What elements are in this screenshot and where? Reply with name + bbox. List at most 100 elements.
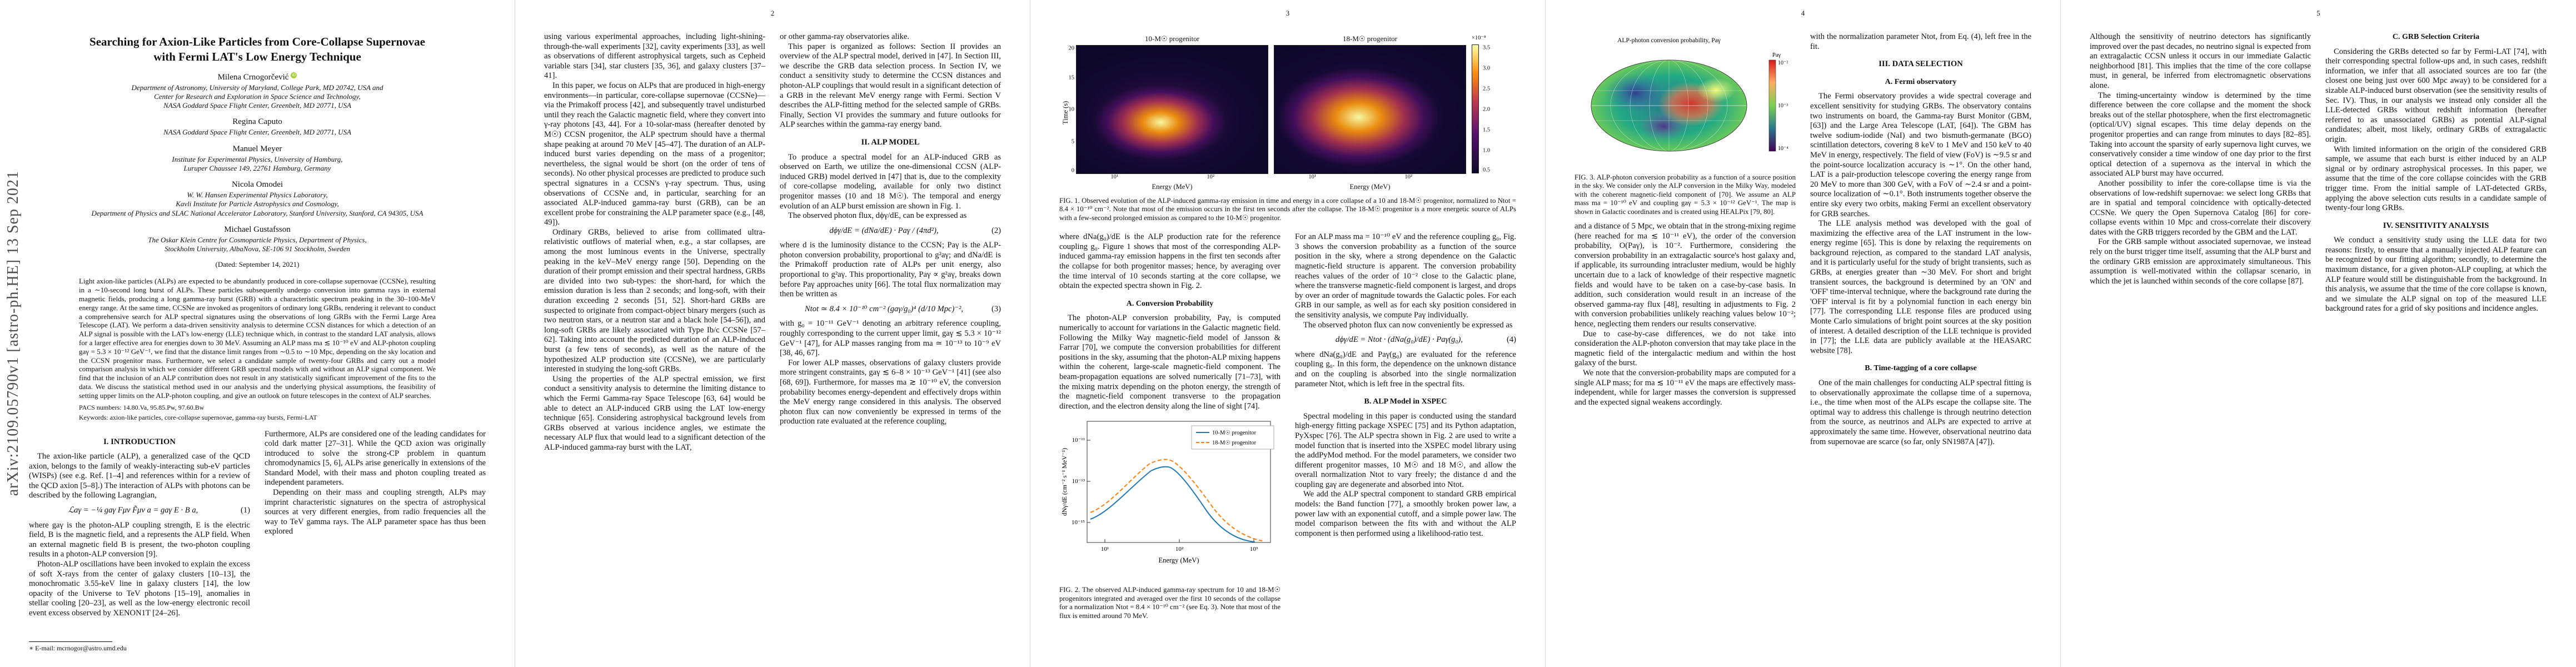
page-number: 5 [2316,9,2320,17]
figure-1-colorbar-exponent: ×10⁻⁸ [1472,35,1486,41]
paragraph: where dNa(g₀)/dE is the ALP production r… [1059,232,1280,291]
figure-2-legend-box [1191,425,1274,450]
figure-1-heatmap-10m: 20 15 10 5 0 [1069,45,1268,174]
equation-2-body: dϕγ/dE = (dNa/dE) · Paγ / (4πd²), [829,226,939,235]
section-heading-alp-model: II. ALP MODEL [861,137,920,147]
page-number: 4 [1801,9,1805,17]
affiliation-1: Department of Astronomy, University of M… [131,83,383,110]
page-number: 3 [1285,9,1290,17]
paragraph: The LLE analysis method was developed wi… [1810,219,2031,355]
author-block: Milena Crnogorčević iD Department of Astr… [29,72,486,254]
author-name-2: Regina Caputo [232,117,282,127]
paragraph: We add the ALP spectral component to sta… [1295,490,1516,538]
paragraph: To produce a spectral model for an ALP-i… [780,152,1001,211]
page1-column-left: I. INTRODUCTION The axion-like particle … [29,430,250,619]
paragraph: The observed photon flux, dϕγ/dE, can be… [788,211,967,221]
figure-1-xticks: 10¹ 10² [1308,174,1413,180]
author-name-1: Milena Crnogorčević iD [29,72,486,82]
footnote-email[interactable]: ∗ E-mail: mcrnogor@astro.umd.edu [29,641,250,653]
footnote-email-text[interactable]: ∗ E-mail: mcrnogor@astro.umd.edu [29,644,127,652]
figure-3-map-border [1591,59,1747,152]
paragraph: Ordinary GRBs, believed to arise from co… [544,227,765,374]
paragraph: Although the sensitivity of neutrino det… [2090,32,2311,90]
orcid-icon[interactable]: iD [291,72,297,78]
subsection-heading-grb-selection: C. GRB Selection Criteria [2392,33,2480,41]
affiliation-5: The Oskar Klein Centre for Cosmoparticle… [148,235,367,253]
page4-column-right: with the normalization parameter Ntot, f… [1810,32,2031,447]
paragraph: with g₀ = 10⁻¹¹ GeV⁻¹ denoting an arbitr… [780,319,1001,358]
page-5: 5 Although the sensitivity of neutrino d… [2061,0,2576,667]
equation-2-number: (2) [991,226,1001,235]
abstract: Light axion-like particles (ALPs) are ex… [79,277,436,400]
page-1: Searching for Axion-Like Particles from … [0,0,515,667]
svg-text:10²: 10² [1175,546,1184,552]
figure-2-legend-18m: 18-M☉ progenitor [1212,440,1257,446]
paragraph: With limited information on the origin o… [2325,145,2547,213]
figure-3-colorbar-label: Paγ [1772,52,1781,58]
paragraph: In this paper, we focus on ALPs that are… [544,81,765,227]
figure-1-xlabel: Energy (MeV) [1152,183,1193,191]
paragraph: The timing-uncertainty window is determi… [2090,91,2311,178]
svg-text:10⁻¹¹: 10⁻¹¹ [1072,437,1085,444]
figure-3-title: ALP-photon conversion probability, Paγ [1617,37,1721,44]
equation-1-body: ℒaγ = −¼ gaγ Fμν F̃μν a = gaγ E · B a, [68,506,198,515]
paragraph: Photon-ALP oscillations have been invoke… [29,560,250,618]
figure-1-panel-10m: 10-M☉ progenitor 20 15 10 5 0 10¹ 10² [1069,34,1268,191]
figure-1-colorbar-gradient [1472,44,1479,173]
equation-3-number: (3) [991,304,1001,313]
figure-3-caption: FIG. 3. ALP-photon conversion probabilit… [1575,173,1796,216]
figure-1: Time (s) 10-M☉ progenitor 20 15 10 5 0 1 [1059,34,1516,222]
author-name-4: Nicola Omodei [231,180,283,190]
svg-text:10³: 10³ [1250,546,1258,552]
equation-1-number: (1) [240,506,250,515]
subsection-heading-alp-model-xspec: B. ALP Model in XSPEC [1364,397,1447,406]
figure-2-caption: FIG. 2. The observed ALP-induced gamma-r… [1059,586,1280,620]
affiliation-3: Institute for Experimental Physics, Univ… [172,155,343,172]
page1-column-right: Furthermore, ALPs are considered one of … [265,430,486,619]
figure-1-xticks: 10¹ 10² [1110,174,1215,180]
figure-2-xlabel: Energy (MeV) [1158,556,1199,564]
paragraph: Due to case-by-case differences, we do n… [1575,329,1796,368]
figure-2: 10-M☉ progenitor 18-M☉ progenitor 10¹ 10… [1062,421,1274,564]
equation-1: ℒaγ = −¼ gaγ Fμν F̃μν a = gaγ E · B a, (… [29,506,250,516]
figure-3: ALP-photon conversion probability, Paγ [1591,37,1788,152]
author-name-3: Manuel Meyer [232,144,282,153]
equation-3: Ntot ≃ 8.4 × 10⁻¹⁰ cm⁻² (gaγ/g₀)⁴ (d/10 … [780,305,1001,315]
author-name-5: Michael Gustafsson [224,225,291,234]
paragraph: Depending on their mass and coupling str… [265,488,486,536]
paragraph: where dNa(g₀)/dE and Paγ(g₀) are evaluat… [1295,350,1516,389]
equation-4-body: dϕγ/dE = Ntot · (dNa(g₀)/dE) · Paγ(g₀), [1335,335,1463,345]
keywords-line: Keywords: axion-like particles, core-col… [79,413,317,421]
section-heading-sensitivity-analysis: IV. SENSITIVITY ANALYSIS [2383,221,2489,230]
figure-3-colorbar [1768,59,1776,152]
paragraph: For lower ALP masses, observations of ga… [780,358,1001,426]
paragraph: where gaγ is the photon-ALP coupling str… [29,520,250,559]
page3-column-right: For an ALP mass ma = 10⁻¹⁰ eV and the re… [1295,232,1516,626]
page2-column-left: using various experimental approaches, i… [544,32,765,453]
paragraph: or other gamma-ray observatories alike. [780,32,910,41]
figure-2-legend-10m: 10-M☉ progenitor [1212,430,1257,436]
figure-2-curve-10m [1090,466,1255,543]
figure-2-ylabel: dNγ/dE (cm⁻² s⁻¹ MeV⁻¹) [1062,448,1068,516]
affiliation-4: W. W. Hansen Experimental Physics Labora… [91,191,423,217]
svg-text:10⁻³: 10⁻³ [1778,103,1788,109]
footnote-rule [29,641,112,642]
paragraph: Another possibility to infer the core-co… [2090,178,2311,237]
svg-text:10⁻²: 10⁻² [1778,60,1788,66]
page5-column-right: C. GRB Selection Criteria Considering th… [2325,32,2547,314]
paragraph: For the GRB sample without associated su… [2090,237,2311,286]
page5-column-left: Although the sensitivity of neutrino det… [2090,32,2311,314]
paragraph: using various experimental approaches, i… [544,32,765,81]
paragraph: The axion-like particle (ALP), a general… [29,452,250,500]
paragraph: Furthermore, ALPs are considered one of … [265,429,486,487]
paragraph: The Fermi observatory provides a wide sp… [1810,92,2031,218]
subsection-heading-conversion-probability: A. Conversion Probability [1126,299,1214,308]
page-4: 4 [1546,0,2061,667]
paper-date: (Dated: September 14, 2021) [215,260,300,269]
paragraph: The observed photon flux can now conveni… [1303,320,1513,330]
paragraph: where d is the luminosity distance to th… [780,241,1001,299]
figure-1-xlabel: Energy (MeV) [1349,183,1391,191]
equation-3-body: Ntot ≃ 8.4 × 10⁻¹⁰ cm⁻² (gaγ/g₀)⁴ (d/10 … [804,304,964,313]
figure-3-skymap [1591,60,1747,151]
